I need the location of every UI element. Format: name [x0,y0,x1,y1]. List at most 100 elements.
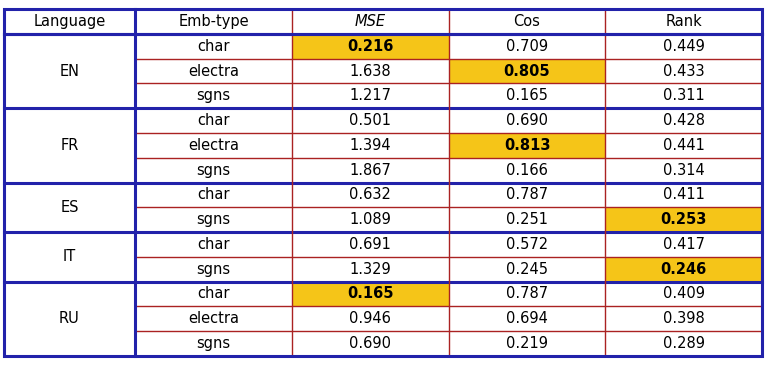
Text: Rank: Rank [666,14,702,29]
Text: 0.398: 0.398 [663,311,705,326]
Text: 0.411: 0.411 [663,187,705,202]
Bar [135,108,292,133]
Bar [605,133,762,158]
Bar [4,207,135,232]
Text: sgns: sgns [196,262,231,277]
Text: 0.813: 0.813 [504,138,550,153]
Bar [135,207,292,232]
Text: Language: Language [34,14,106,29]
Text: 1.867: 1.867 [349,163,391,178]
Bar [4,331,135,356]
Text: 1.217: 1.217 [349,88,391,103]
Bar [605,84,762,108]
Text: 0.441: 0.441 [663,138,705,153]
Bar [135,34,292,59]
Text: 0.165: 0.165 [347,287,394,301]
Bar [135,331,292,356]
Text: 0.632: 0.632 [349,187,391,202]
Text: char: char [198,187,230,202]
Bar [449,257,605,281]
Bar [292,59,449,84]
Bar [4,306,135,331]
Bar [449,207,605,232]
Bar [292,84,449,108]
Text: 0.709: 0.709 [506,39,548,54]
Text: sgns: sgns [196,163,231,178]
Text: Emb-type: Emb-type [178,14,249,29]
Bar [605,281,762,306]
Bar [135,84,292,108]
Text: 0.409: 0.409 [663,287,705,301]
Text: 0.289: 0.289 [663,336,705,351]
Text: char: char [198,287,230,301]
Bar [449,133,605,158]
Bar [449,34,605,59]
Bar [135,306,292,331]
Bar [135,158,292,182]
Bar [605,331,762,356]
Bar [292,158,449,182]
Bar [4,108,135,133]
Text: FR: FR [61,138,79,153]
Bar [292,34,449,59]
Text: 0.690: 0.690 [349,336,391,351]
Text: 0.694: 0.694 [506,311,548,326]
Bar [292,331,449,356]
Text: 0.166: 0.166 [506,163,548,178]
Bar [449,84,605,108]
Bar [4,158,135,182]
Bar [135,182,292,207]
Bar [449,59,605,84]
Text: 0.805: 0.805 [504,64,550,78]
Bar [292,257,449,281]
Text: 1.329: 1.329 [349,262,391,277]
Bar [605,182,762,207]
Bar [4,232,135,257]
Bar [135,281,292,306]
Bar [449,182,605,207]
Text: 0.690: 0.690 [506,113,548,128]
Text: Cos: Cos [514,14,541,29]
Text: 0.245: 0.245 [506,262,548,277]
Text: 0.691: 0.691 [349,237,391,252]
Bar [292,281,449,306]
Bar [135,257,292,281]
Text: RU: RU [59,311,80,326]
Text: 0.572: 0.572 [506,237,548,252]
Text: 0.165: 0.165 [506,88,548,103]
Text: 1.394: 1.394 [349,138,391,153]
Bar [4,182,135,207]
Text: electra: electra [188,64,239,78]
Bar [292,232,449,257]
Text: 0.246: 0.246 [660,262,707,277]
Bar [292,306,449,331]
Text: 0.946: 0.946 [349,311,391,326]
Bar [449,281,605,306]
Text: MSE: MSE [355,14,386,29]
Text: 0.501: 0.501 [349,113,391,128]
Text: char: char [198,237,230,252]
Bar [135,59,292,84]
Bar [135,232,292,257]
Bar [4,9,762,34]
Text: char: char [198,39,230,54]
Text: 0.311: 0.311 [663,88,705,103]
Bar [449,108,605,133]
Bar [605,306,762,331]
Text: sgns: sgns [196,212,231,227]
Bar [4,34,135,59]
Text: ES: ES [61,200,79,215]
Text: 1.638: 1.638 [349,64,391,78]
Text: 0.314: 0.314 [663,163,705,178]
Text: 0.428: 0.428 [663,113,705,128]
Text: electra: electra [188,138,239,153]
Text: 1.089: 1.089 [349,212,391,227]
Text: 0.216: 0.216 [347,39,394,54]
Text: electra: electra [188,311,239,326]
Text: 0.253: 0.253 [660,212,707,227]
Text: 0.433: 0.433 [663,64,705,78]
Bar [449,158,605,182]
Bar [4,84,135,108]
Bar [135,133,292,158]
Text: 0.449: 0.449 [663,39,705,54]
